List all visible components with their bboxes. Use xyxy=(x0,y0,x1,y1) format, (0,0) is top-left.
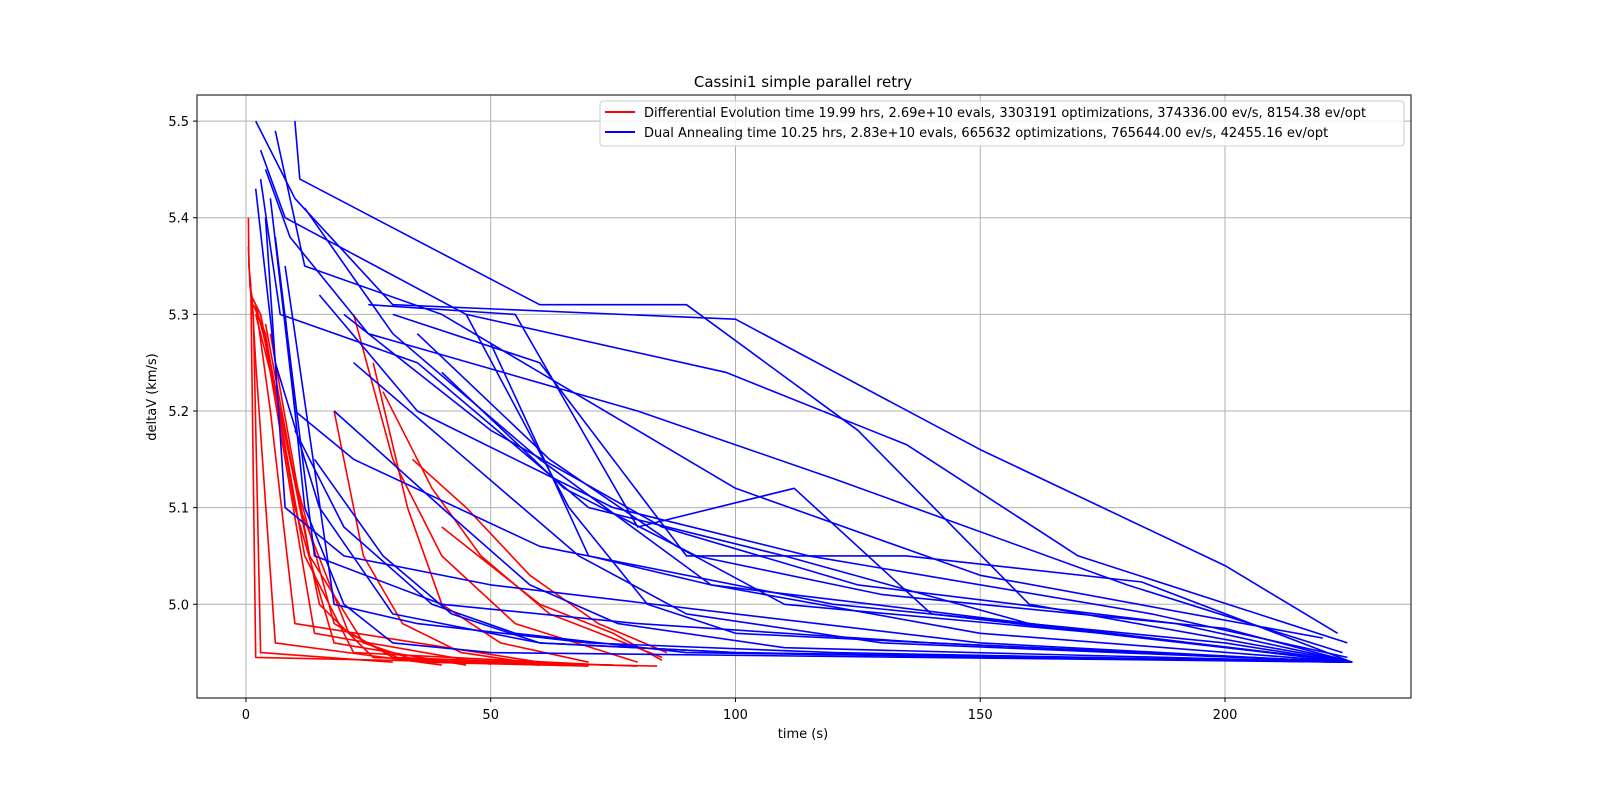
x-tick-label-0: 0 xyxy=(242,708,250,723)
series-da-run-20 xyxy=(465,314,1353,663)
series-da-run-8 xyxy=(274,237,1353,663)
series-da-run-19 xyxy=(441,371,1353,663)
legend: Differential Evolution time 19.99 hrs, 2… xyxy=(599,100,1405,147)
plot-frame xyxy=(196,94,1412,699)
series-da-run-16 xyxy=(353,362,1353,663)
x-tick-label-1: 50 xyxy=(482,708,499,723)
y-tick-label-3: 5.3 xyxy=(168,308,189,323)
y-tick-label-1: 5.1 xyxy=(168,502,189,517)
series-da-run-5 xyxy=(259,178,1353,663)
axis-ticks: 0 50 100 150 200 5.0 5.1 5.2 5.3 5.4 5.5 xyxy=(168,115,1237,723)
y-tick-label-2: 5.2 xyxy=(168,405,189,420)
x-tick-label-4: 200 xyxy=(1213,708,1238,723)
legend-frame xyxy=(599,100,1405,147)
y-tick-label-0: 5.0 xyxy=(168,598,189,613)
series-de-run-16 xyxy=(441,526,663,662)
series-da-run-15 xyxy=(392,313,1353,663)
series-da-run-0 xyxy=(254,120,1339,634)
data-series xyxy=(247,120,1353,667)
series-da-run-4 xyxy=(274,130,1324,639)
series-da-run-3 xyxy=(264,169,1343,654)
y-tick-label-4: 5.4 xyxy=(168,212,189,227)
series-da-run-12 xyxy=(318,294,1348,659)
series-de xyxy=(247,217,668,667)
series-de-run-0 xyxy=(247,217,658,667)
series-de-run-4 xyxy=(250,294,491,665)
series-da-run-1 xyxy=(294,121,1353,663)
series-de-run-5 xyxy=(252,304,467,666)
series-da xyxy=(254,120,1353,663)
series-da-run-21 xyxy=(489,343,1353,663)
grid-lines xyxy=(197,95,1411,698)
series-de-run-6 xyxy=(254,304,589,665)
series-de-run-15 xyxy=(333,410,540,665)
legend-label-de: Differential Evolution time 19.99 hrs, 2… xyxy=(644,106,1366,121)
x-tick-label-2: 100 xyxy=(723,708,748,723)
series-da-run-14 xyxy=(368,303,1353,663)
series-de-run-8 xyxy=(259,314,638,667)
series-de-run-12 xyxy=(382,391,663,659)
series-de-run-7 xyxy=(254,314,540,666)
x-axis-label: time (s) xyxy=(778,727,828,742)
series-da-run-9 xyxy=(284,265,1348,663)
series-de-run-2 xyxy=(249,285,442,666)
series-da-run-2 xyxy=(259,149,1348,644)
legend-label-da: Dual Annealing time 10.25 hrs, 2.83e+10 … xyxy=(644,126,1328,141)
series-da-run-17 xyxy=(333,410,1353,663)
series-da-run-7 xyxy=(264,217,1343,663)
x-tick-label-3: 150 xyxy=(968,708,993,723)
y-tick-label-5: 5.5 xyxy=(168,115,189,130)
chart-title: Cassini1 simple parallel retry xyxy=(694,73,912,91)
series-de-run-11 xyxy=(352,314,638,663)
series-da-run-24 xyxy=(284,314,1353,663)
series-da-run-23 xyxy=(313,458,1353,663)
series-de-run-1 xyxy=(247,246,393,663)
series-de-run-13 xyxy=(411,458,668,654)
series-de-run-9 xyxy=(264,323,614,666)
y-axis-label: deltaV (km/s) xyxy=(145,353,160,440)
series-da-run-11 xyxy=(304,207,1353,663)
series-de-run-10 xyxy=(269,333,589,667)
